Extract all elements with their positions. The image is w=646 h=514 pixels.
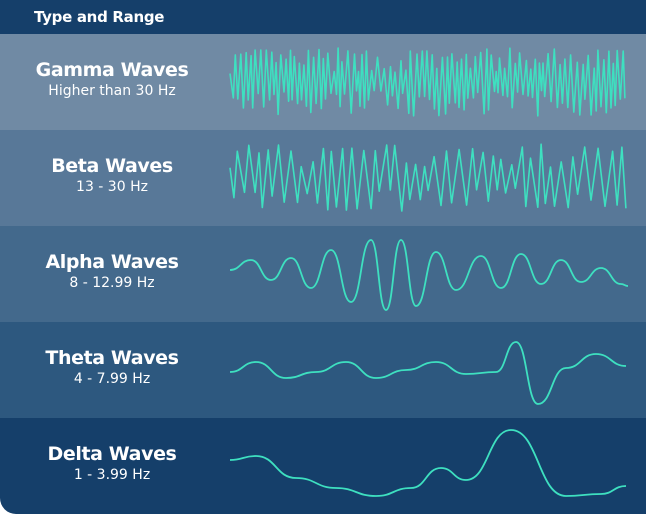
wave-name: Beta Waves	[51, 155, 173, 177]
delta-waveform	[229, 429, 627, 497]
alpha-waveform	[229, 239, 629, 311]
gamma-waveform	[229, 47, 626, 117]
row-beta: Beta Waves 13 - 30 Hz	[0, 130, 646, 226]
wave-name: Gamma Waves	[35, 59, 189, 81]
row-theta: Theta Waves 4 - 7.99 Hz	[0, 322, 646, 418]
waveform-line	[229, 341, 627, 405]
wave-range: Higher than 30 Hz	[48, 83, 176, 99]
wave-range: 4 - 7.99 Hz	[73, 371, 151, 387]
beta-waveform	[229, 143, 627, 212]
waveform-line	[229, 429, 627, 497]
row-alpha: Alpha Waves 8 - 12.99 Hz	[0, 226, 646, 322]
waveform-line	[229, 47, 626, 117]
wave-range: 13 - 30 Hz	[76, 179, 148, 195]
wave-name: Delta Waves	[47, 443, 177, 465]
wave-range: 1 - 3.99 Hz	[73, 467, 151, 483]
wave-range: 8 - 12.99 Hz	[69, 275, 155, 291]
wave-name: Theta Waves	[45, 347, 179, 369]
row-delta: Delta Waves 1 - 3.99 Hz	[0, 418, 646, 514]
waveform-line	[229, 239, 629, 311]
wave-name: Alpha Waves	[45, 251, 179, 273]
waveform-line	[229, 143, 627, 212]
theta-waveform	[229, 341, 627, 405]
row-gamma: Gamma Waves Higher than 30 Hz	[0, 34, 646, 130]
header-title: Type and Range	[34, 8, 165, 26]
header-bar: Type and Range	[0, 0, 646, 34]
